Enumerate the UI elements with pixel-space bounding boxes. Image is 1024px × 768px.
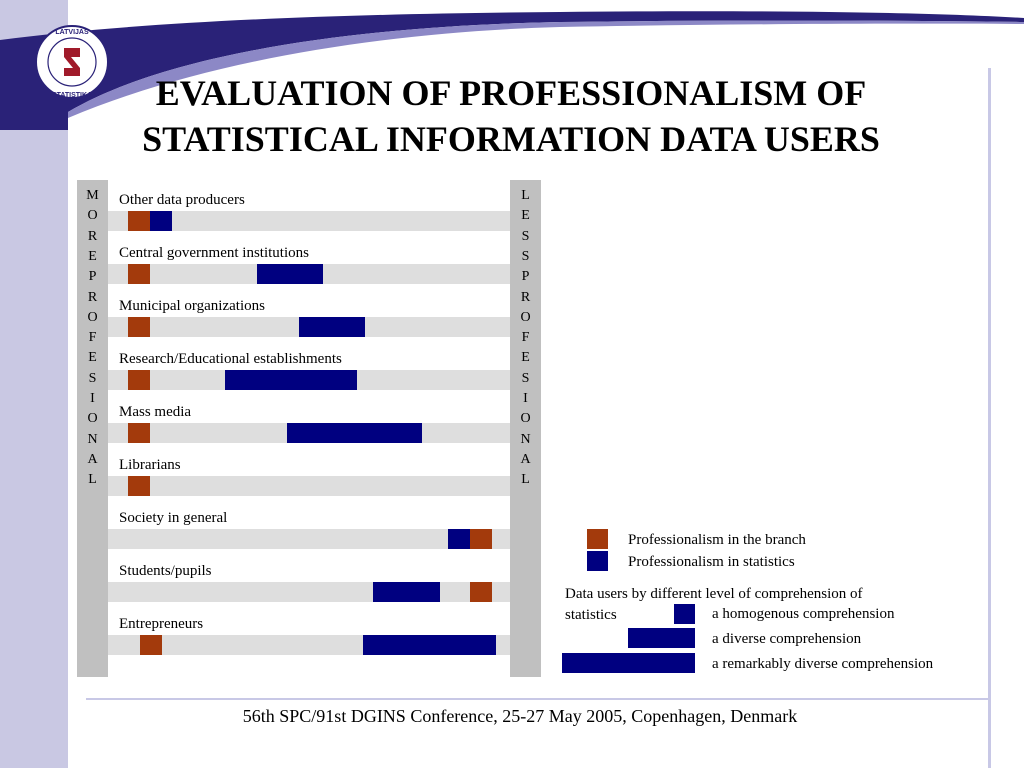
left-axis-label-letter: S [88,370,97,386]
row-track [108,529,510,549]
category-label: Entrepreneurs [119,616,204,632]
left-axis-label-letter: L [88,472,97,488]
category-label: Municipal organizations [119,298,265,314]
right-axis-label-letter: L [521,188,530,203]
footer: 56th SPC/91st DGINS Conference, 25-27 Ma… [242,706,798,726]
category-label: Research/Educational establishments [119,351,342,367]
statistics-mark [256,264,324,284]
slide-title: EVALUATION OF PROFESSIONALISM OF STATIST… [90,70,932,162]
legend-width-title: Data users by different level of compreh… [565,586,863,623]
left-axis-label-letter: E [88,248,97,264]
legend-statistics-swatch [587,551,608,571]
left-axis-label-letter: R [87,228,98,244]
legend-remarkably-diverse-swatch [562,653,695,673]
category-label: Society in general [119,510,228,526]
category-label: Mass media [119,404,192,420]
legend-homogenous-swatch [674,604,695,624]
right-axis-label-letter: S [521,228,530,244]
left-axis-label-letter: R [87,289,98,305]
title-line-1: EVALUATION OF PROFESSIONALISM OF [155,73,867,113]
statistics-mark [373,582,440,602]
left-axis-label-letter: N [87,431,98,447]
row-track [108,582,510,602]
statistics-mark [224,370,358,390]
left-axis-label-letter: I [90,391,95,406]
legend-branch-label: Professionalism in the branch [628,532,806,548]
right-axis-label-letter: L [521,472,530,488]
logo: LATVIJAS STATISTIKA [35,25,109,99]
right-axis-label-letter: S [521,370,530,386]
branch-mark [128,211,151,231]
right-axis-label-letter: F [521,330,530,346]
left-axis-label-letter: O [87,309,98,325]
left-axis-band [77,180,108,677]
right-axis-label-letter: A [520,451,531,467]
right-axis-label-letter: P [521,269,530,285]
branch-mark [128,370,151,390]
svg-text:LATVIJAS: LATVIJAS [55,29,89,36]
legend-homogenous-label: a homogenous comprehension [712,606,895,622]
branch-mark [469,582,492,602]
branch-mark [128,317,151,337]
right-axis-label-letter: R [520,289,531,305]
right-divider [988,68,991,768]
right-axis-label-letter: S [521,248,530,264]
category-label: Central government institutions [119,245,309,261]
header-swoosh [0,11,1024,130]
category-label: Students/pupils [119,563,212,579]
statistics-mark [363,635,496,655]
right-axis-band [510,180,541,677]
legend-branch-swatch [587,529,608,549]
right-axis-label-letter: I [523,391,528,406]
branch-mark [128,264,151,284]
left-axis-label-letter: F [88,330,97,346]
right-axis-label-letter: E [521,350,530,366]
legend-diverse-label: a diverse comprehension [712,631,862,647]
statistics-mark [150,211,173,231]
right-axis-label-letter: N [520,431,531,447]
category-label: Librarians [119,457,181,473]
right-axis-label-letter: O [520,309,531,325]
statistics-mark [298,317,366,337]
legend-remarkably-diverse-label: a remarkably diverse comprehension [712,656,934,672]
branch-mark [128,476,151,496]
right-axis-label-letter: E [521,208,530,224]
svg-text:STATISTIKA: STATISTIKA [52,92,92,99]
left-axis-label-letter: P [88,269,97,285]
bottom-divider [86,698,990,700]
right-axis-label-letter: O [520,411,531,427]
left-axis-label-letter: E [88,350,97,366]
left-axis-label-letter: M [86,188,99,203]
title-line-2: STATISTICAL INFORMATION DATA USERS [142,119,880,159]
category-label: Other data producers [119,192,245,208]
legend-diverse-swatch [628,628,695,648]
left-axis-label-letter: A [87,451,98,467]
statistics-mark [286,423,422,443]
left-axis-label-letter: O [87,411,98,427]
statistics-mark [447,529,470,549]
branch-mark [140,635,163,655]
branch-mark [128,423,151,443]
row-track [108,476,510,496]
row-track [108,211,510,231]
left-axis-label-letter: O [87,208,98,224]
legend-statistics-label: Professionalism in statistics [628,554,795,570]
branch-mark [469,529,492,549]
chart-area: Other data producers Central government i… [108,180,510,677]
